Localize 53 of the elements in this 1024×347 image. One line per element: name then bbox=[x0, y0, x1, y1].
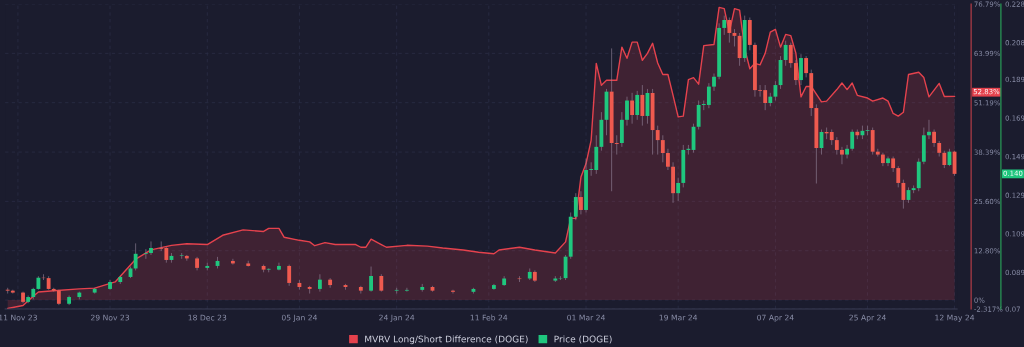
candlestick bbox=[635, 90, 640, 121]
candlestick bbox=[788, 42, 793, 69]
candlestick bbox=[686, 144, 691, 155]
candlestick bbox=[573, 192, 578, 221]
candlestick bbox=[640, 84, 645, 127]
legend-label: Price (DOGE) bbox=[554, 335, 612, 344]
candlestick bbox=[712, 73, 716, 92]
candlestick bbox=[394, 287, 399, 294]
candlestick bbox=[783, 40, 788, 67]
candlestick bbox=[850, 129, 855, 152]
candlestick bbox=[840, 146, 844, 165]
candlestick bbox=[722, 15, 727, 36]
candlestick bbox=[630, 92, 635, 125]
legend-label: MVRV Long/Short Difference (DOGE) bbox=[365, 335, 528, 345]
candlestick bbox=[676, 177, 681, 202]
candlestick bbox=[737, 32, 742, 67]
candlestick bbox=[149, 241, 153, 256]
candlestick bbox=[558, 275, 563, 281]
candlestick bbox=[404, 287, 409, 293]
candlestick bbox=[5, 287, 10, 294]
candlestick bbox=[901, 179, 906, 210]
candlestick bbox=[927, 119, 931, 140]
candlestick bbox=[328, 277, 333, 289]
candlestick bbox=[804, 55, 809, 78]
candlestick bbox=[896, 165, 901, 188]
candlestick bbox=[625, 96, 629, 127]
candlestick bbox=[614, 134, 619, 155]
candlestick bbox=[696, 100, 701, 130]
candlestick bbox=[133, 242, 138, 271]
candlestick bbox=[865, 125, 870, 136]
candlestick bbox=[727, 17, 732, 44]
candlestick bbox=[655, 125, 660, 155]
candlestick bbox=[143, 248, 148, 260]
candlestick bbox=[266, 268, 271, 273]
candlestick bbox=[619, 111, 624, 148]
candlestick bbox=[666, 148, 670, 171]
candlestick bbox=[932, 129, 937, 148]
candlestick bbox=[870, 127, 875, 155]
candlestick bbox=[886, 156, 890, 167]
candlestick bbox=[579, 190, 583, 215]
candlestick bbox=[287, 264, 292, 287]
candlestick bbox=[793, 59, 798, 86]
candlestick bbox=[799, 53, 803, 86]
candlestick bbox=[660, 134, 665, 163]
candlestick bbox=[179, 252, 184, 260]
candlestick bbox=[317, 273, 322, 293]
candlestick bbox=[911, 185, 916, 194]
candlestick bbox=[307, 285, 312, 294]
candlestick bbox=[880, 152, 885, 167]
candlestick bbox=[277, 262, 281, 271]
candlestick bbox=[706, 82, 711, 109]
candlestick bbox=[369, 266, 373, 293]
candlestick bbox=[845, 144, 849, 159]
